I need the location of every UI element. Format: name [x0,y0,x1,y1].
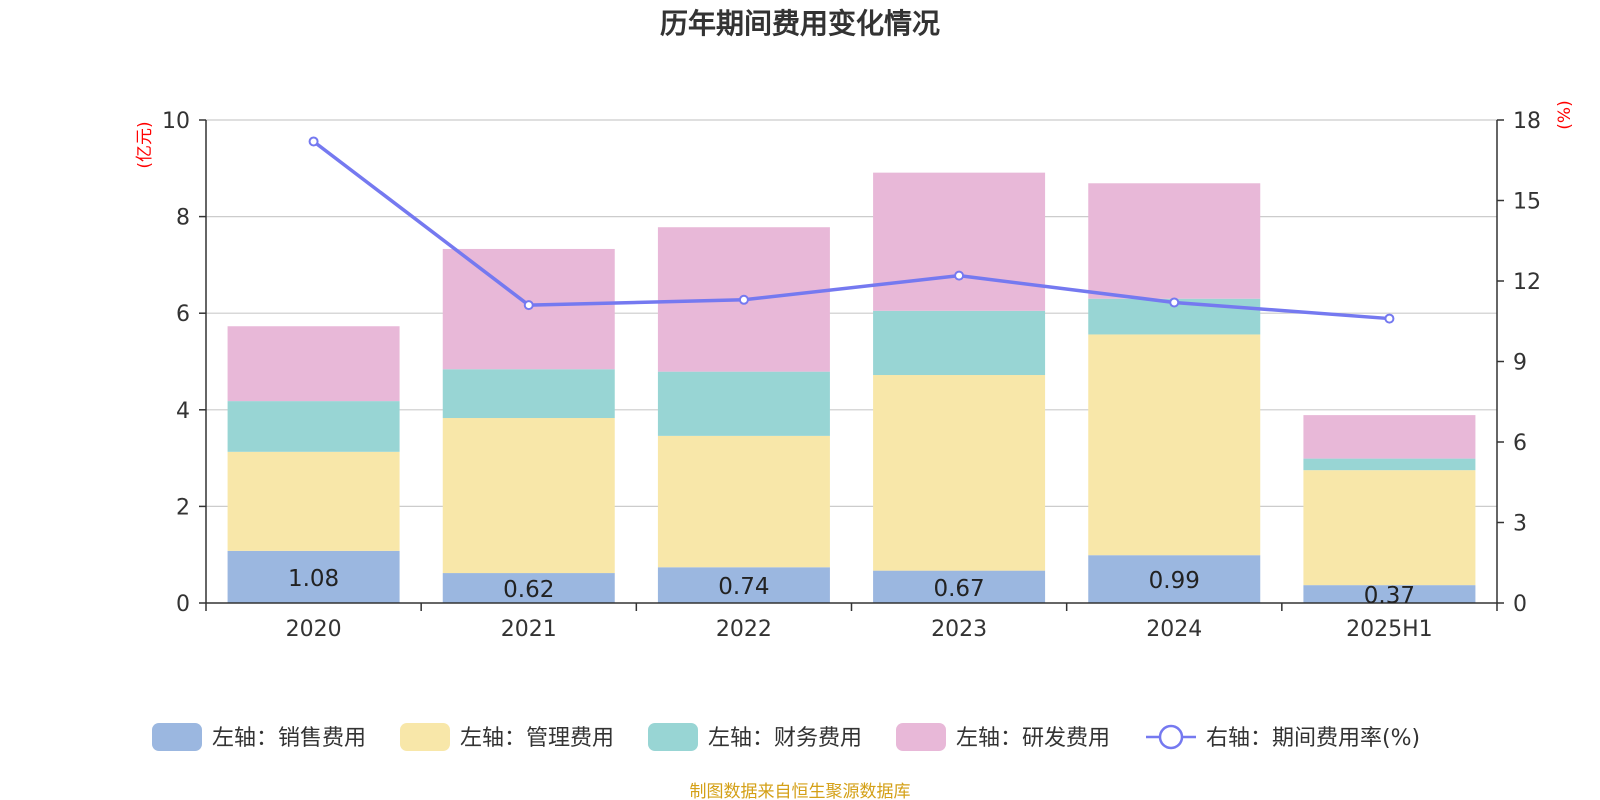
rate-point [308,136,319,147]
left-tick-label: 10 [162,109,190,134]
bar-data-label: 0.37 [1364,583,1415,609]
legend-label: 右轴：期间费用率(%) [1206,726,1420,751]
rate-line [312,140,1390,321]
legend: 左轴：销售费用 左轴：管理费用 左轴：财务费用 左轴：研发费用 右轴：期间费用率(%) [152,723,1420,751]
bar-segment [1088,555,1261,603]
left-tick-label: 6 [176,302,190,327]
x-tick-label: 2021 [501,617,557,642]
x-tick-label: 2022 [716,617,772,642]
right-tick-label: 15 [1513,190,1541,215]
x-tick-label: 2020 [286,617,342,642]
legend-swatch [896,723,946,751]
bar-segment [657,567,830,603]
bar-segment [1303,585,1476,603]
rate-point [738,294,749,305]
legend-label: 左轴：财务费用 [708,726,862,751]
bar-data-label: 0.99 [1149,568,1200,594]
legend-label: 左轴：销售费用 [212,726,366,751]
bar-segment [1088,334,1261,556]
right-tick-label: 18 [1513,109,1541,134]
axes: 0 2 4 6 8 10 0 3 6 9 12 15 18 2020 2021 2022 2023 2024 202… [162,109,1541,642]
bar-segment [1303,470,1476,586]
left-tick-label: 4 [176,399,190,424]
bar-segment [657,371,830,436]
right-tick-label: 0 [1513,592,1527,617]
source-note: 制图数据来自恒生聚源数据库 [690,782,911,800]
rate-point [1384,313,1395,324]
legend-swatch [648,723,698,751]
bar-segment [227,401,400,452]
bar-data-label: 0.67 [933,576,984,602]
bar-segment [873,375,1046,571]
right-axis-unit: (%) [1555,100,1575,129]
bar-segment [873,172,1046,311]
bar-segment [227,550,400,603]
bar-segment [442,369,615,419]
legend-swatch [152,723,202,751]
legend-label: 左轴：管理费用 [460,726,614,751]
right-tick-label: 9 [1513,351,1527,376]
left-tick-label: 0 [176,592,190,617]
bar-segment [227,326,400,402]
bar-data-label: 1.08 [288,566,339,592]
bar-segment [873,310,1046,376]
grid-lines [206,119,1497,507]
rate-line-series [308,136,1395,324]
x-tick-label: 2024 [1146,617,1202,642]
bar-data-label: 0.74 [718,574,769,600]
left-tick-label: 2 [176,495,190,520]
chart-title: 历年期间费用变化情况 [660,7,940,40]
legend-swatch [400,723,450,751]
bar-series [227,172,1476,603]
x-tick-label: 2025H1 [1346,617,1433,642]
data-labels: 1.08 0.62 0.74 0.67 0.99 0.37 [288,566,1415,609]
bar-segment [1088,183,1261,299]
bar-data-label: 0.62 [503,577,554,603]
bar-segment [227,451,400,551]
rate-point [954,270,965,281]
left-tick-label: 8 [176,206,190,231]
rate-point [1169,297,1180,308]
right-tick-label: 12 [1513,270,1541,295]
legend-marker [1158,724,1184,750]
bar-segment [657,435,830,568]
bar-segment [442,573,615,603]
x-tick-label: 2023 [931,617,987,642]
bar-segment [1303,458,1476,471]
right-tick-label: 3 [1513,512,1527,537]
bar-segment [1303,415,1476,459]
legend-label: 左轴：研发费用 [956,726,1110,751]
rate-point [523,300,534,311]
bar-segment [873,570,1046,603]
left-axis-unit: (亿元) [135,121,155,168]
bar-segment [442,418,615,574]
right-tick-label: 6 [1513,431,1527,456]
